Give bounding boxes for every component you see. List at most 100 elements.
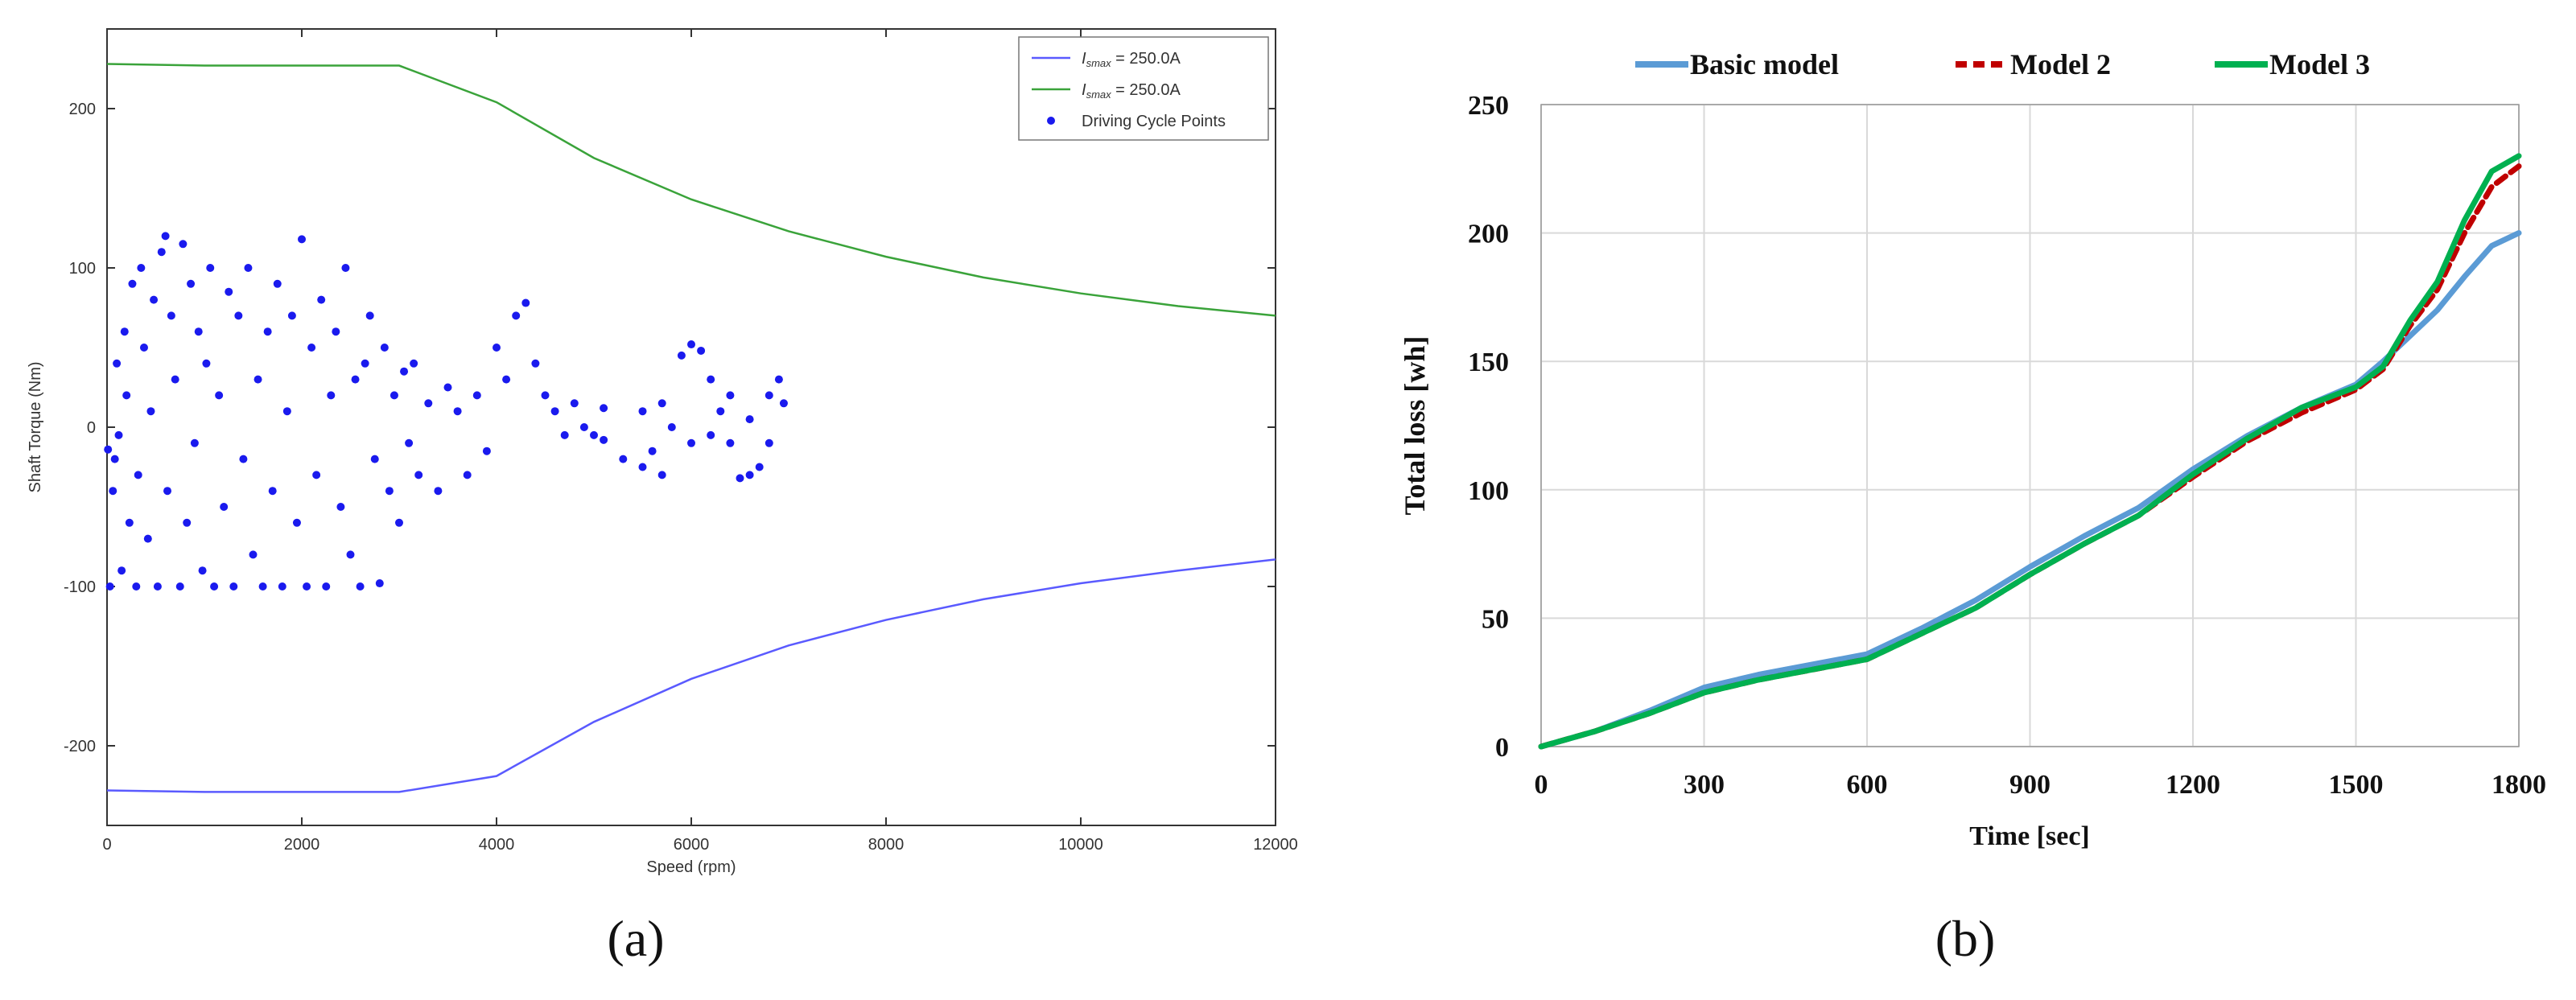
panel-a-scatter-point	[239, 455, 248, 463]
panel-a-scatter-point	[657, 399, 666, 408]
legend-label-driving-points: Driving Cycle Points	[1082, 113, 1226, 130]
panel-b-chart: 0 300 600 900 1200 1500 1800 0 50 100 150 200 250 Ti…	[1399, 48, 2546, 967]
panel-a-scatter-point	[268, 487, 277, 496]
panel-a-scatter-point	[303, 582, 311, 591]
legend-label-model-3: Model 3	[2269, 48, 2370, 80]
panel-a-scatter-point	[361, 359, 369, 368]
panel-a-scatter-point	[163, 487, 172, 496]
panel-a-scatter-point	[346, 550, 355, 559]
panel-a-x-tick-label: 0	[102, 836, 111, 854]
panel-a-scatter-point	[765, 438, 773, 447]
panel-a-scatter-point	[619, 455, 628, 463]
panel-a-scatter-point	[210, 582, 219, 591]
panel-a-scatter-point	[190, 438, 199, 447]
panel-a-x-tick-label: 10000	[1058, 836, 1103, 854]
panel-a-scatter-point	[234, 311, 243, 320]
panel-a-y-tick-label: 0	[87, 419, 96, 437]
panel-a-scatter-point	[175, 582, 184, 591]
panel-a-scatter-point	[282, 407, 291, 416]
panel-a-scatter-point	[287, 311, 296, 320]
panel-a-scatter-point	[648, 447, 657, 455]
panel-a-scatter-point	[463, 471, 472, 479]
panel-b-x-tick-label: 900	[2009, 770, 2050, 800]
panel-a-scatter-point	[258, 582, 267, 591]
panel-b-ticks: 0 300 600 900 1200 1500 1800 0 50 100 150 200 250	[1468, 91, 2546, 800]
panel-a-scatter-point	[298, 235, 306, 244]
panel-b-y-tick-label: 100	[1468, 476, 1509, 506]
panel-b-x-tick-label: 1500	[2329, 770, 2384, 800]
panel-a-scatter-point	[395, 518, 403, 527]
panel-a-scatter-point	[206, 264, 215, 272]
panel-a-scatter-point	[120, 327, 129, 336]
panel-a-scatter-point	[579, 423, 588, 431]
panel-a-scatter-point	[434, 487, 443, 496]
panel-a-scatter-point	[779, 399, 788, 408]
panel-a-scatter-point	[657, 471, 666, 479]
panel-a-scatter-point	[600, 435, 608, 444]
panel-a-scatter-point	[202, 359, 211, 368]
panel-a-x-axis-label: Speed (rpm)	[646, 858, 736, 876]
panel-a-legend: Ismax = 250.0A Ismax = 250.0A Driving Cy…	[1018, 36, 1269, 141]
panel-a-scatter-point	[161, 232, 170, 241]
panel-a-scatter-point	[125, 518, 134, 527]
panel-a-scatter-point	[745, 471, 754, 479]
panel-a-scatter-point	[687, 340, 695, 349]
panel-a-scatter-point	[137, 264, 146, 272]
panel-a-scatter-point	[453, 407, 462, 416]
panel-a-y-tick-label: 200	[69, 101, 96, 118]
panel-a-scatter-point	[225, 287, 233, 296]
panel-a-scatter-point	[187, 279, 196, 288]
panel-a-scatter-point	[332, 327, 340, 336]
panel-a-scatter-point	[541, 391, 550, 400]
panel-a-scatter-point	[726, 438, 735, 447]
panel-a-ticks: 0 2000 4000 6000 8000 10000 12000 -200 -100 0 100 2…	[64, 29, 1298, 854]
panel-a-scatter-point	[317, 295, 326, 304]
panel-a-series	[104, 63, 1276, 793]
panel-a-scatter-point	[150, 295, 159, 304]
panel-a-scatter-point	[414, 471, 423, 479]
panel-a-scatter-point	[472, 391, 481, 400]
panel-a-y-tick-label: -100	[64, 578, 96, 596]
panel-a-scatter-point	[638, 463, 647, 471]
panel-b-x-tick-label: 1200	[2166, 770, 2220, 800]
panel-b-y-tick-label: 250	[1468, 91, 1509, 121]
panel-a-series-line-0	[106, 558, 1276, 793]
legend-label-model-2: Model 2	[2010, 48, 2111, 80]
panel-b-x-tick-label: 600	[1847, 770, 1888, 800]
panel-a-scatter-point	[341, 264, 350, 272]
panel-b-x-tick-label: 0	[1535, 770, 1548, 800]
panel-a-scatter-point	[531, 359, 540, 368]
panel-a-caption-label: (a)	[607, 910, 664, 967]
panel-a-scatter-point	[389, 391, 398, 400]
panel-a-scatter-point	[370, 455, 379, 463]
panel-a-scatter-point	[110, 455, 119, 463]
panel-a-scatter-point	[153, 582, 162, 591]
panel-a-x-tick-label: 4000	[479, 836, 515, 854]
panel-b-gridlines	[1540, 104, 2520, 747]
panel-a-scatter-point	[351, 375, 360, 384]
panel-a-scatter-point	[322, 582, 331, 591]
panel-a-scatter-point	[336, 503, 345, 511]
panel-a-scatter-point	[109, 487, 117, 496]
panel-a-scatter-point	[143, 534, 152, 543]
panel-a-scatter-point	[183, 518, 192, 527]
panel-a-scatter-point	[194, 327, 203, 336]
panel-a-scatter-point	[745, 415, 754, 424]
panel-a-scatter-point	[117, 566, 126, 575]
panel-a-scatter-point	[292, 518, 301, 527]
panel-b-caption-label: (b)	[1935, 910, 1996, 967]
panel-a-scatter-point	[570, 399, 579, 408]
panel-a-plot-frame	[106, 28, 1276, 826]
panel-a-scatter-point	[278, 582, 286, 591]
panel-b-series-line-0	[1538, 230, 2522, 750]
legend-label-imax-blue: Ismax = 250.0A	[1082, 50, 1181, 69]
panel-a-scatter-point	[638, 407, 647, 416]
panel-a-scatter-point	[244, 264, 253, 272]
panel-b-x-axis-label: Time [sec]	[1969, 821, 2089, 851]
panel-b-y-tick-label: 150	[1468, 348, 1509, 377]
panel-a-scatter-point	[385, 487, 394, 496]
panel-a-scatter-point	[600, 404, 608, 413]
panel-a-scatter-point	[132, 582, 141, 591]
panel-a-y-tick-label: 100	[69, 260, 96, 278]
panel-a-scatter-point	[765, 391, 773, 400]
